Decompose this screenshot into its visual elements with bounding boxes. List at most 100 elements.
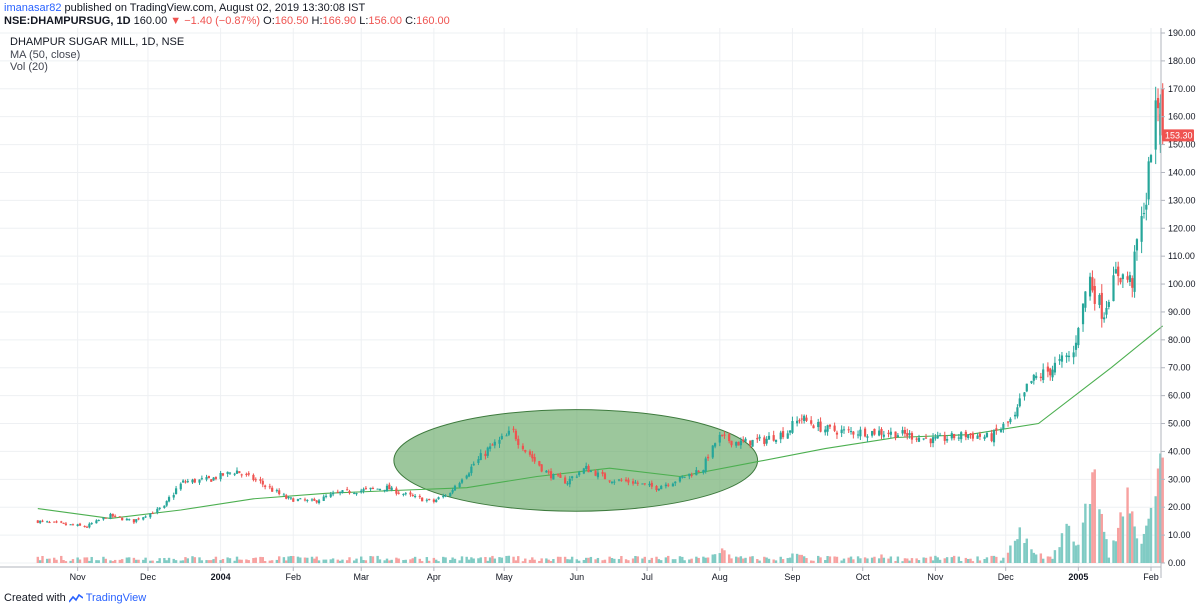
candle bbox=[1013, 411, 1017, 420]
time-tick-label: Feb bbox=[285, 572, 301, 582]
volume-bars bbox=[36, 453, 1164, 563]
candle bbox=[594, 469, 597, 477]
candle bbox=[786, 430, 789, 439]
candle bbox=[402, 493, 405, 497]
volume-bar bbox=[917, 560, 921, 563]
price-axis[interactable]: 0.00 10.00 20.00 30.00 40.00 50.00 60.00 70.00 8… bbox=[1161, 28, 1196, 568]
tradingview-logo-icon bbox=[68, 593, 84, 603]
candle bbox=[125, 517, 128, 521]
close-label: C: bbox=[405, 15, 417, 27]
candle bbox=[721, 434, 724, 437]
candlesticks bbox=[36, 83, 1164, 529]
volume-bar bbox=[528, 559, 532, 563]
candle bbox=[744, 437, 747, 442]
volume-bar bbox=[395, 557, 398, 563]
volume-bar bbox=[934, 555, 937, 563]
volume-bar bbox=[594, 559, 597, 563]
volume-bar bbox=[432, 557, 436, 563]
price-tick-label: 100.00 bbox=[1168, 279, 1196, 289]
candle bbox=[207, 475, 210, 479]
candle bbox=[83, 525, 86, 528]
candle bbox=[1074, 335, 1078, 357]
volume-bar bbox=[931, 560, 935, 563]
candle bbox=[296, 498, 300, 502]
author-link[interactable]: imanasar82 bbox=[4, 2, 62, 14]
volume-bar bbox=[479, 557, 482, 563]
candle bbox=[299, 497, 302, 500]
candle bbox=[36, 519, 39, 524]
volume-bar bbox=[1131, 511, 1134, 563]
candle bbox=[182, 479, 185, 483]
candle bbox=[967, 434, 970, 440]
candle bbox=[235, 467, 239, 475]
footer: Created with TradingView bbox=[4, 592, 146, 604]
volume-bar bbox=[1053, 550, 1057, 563]
volume-bar bbox=[570, 556, 574, 563]
volume-bar bbox=[936, 557, 939, 563]
candle bbox=[896, 433, 899, 438]
volume-bar bbox=[910, 558, 914, 563]
candle bbox=[132, 519, 135, 524]
candle bbox=[1077, 326, 1080, 349]
time-axis[interactable]: Nov Dec 2004 Feb Mar Apr May Jun Jul Aug Sep Oct Nov… bbox=[70, 567, 1159, 582]
volume-bar bbox=[261, 557, 264, 563]
candle bbox=[524, 449, 527, 454]
volume-bar bbox=[78, 559, 82, 563]
candle bbox=[278, 488, 281, 496]
volume-bar bbox=[1058, 547, 1061, 563]
volume-bar bbox=[636, 556, 639, 563]
candle bbox=[261, 478, 264, 488]
volume-bar bbox=[90, 556, 93, 563]
candle bbox=[1100, 284, 1103, 328]
candle bbox=[165, 500, 168, 507]
volume-bar bbox=[938, 559, 942, 563]
volume-bar bbox=[390, 559, 393, 563]
candle bbox=[547, 469, 550, 475]
candle bbox=[252, 473, 255, 482]
volume-bar bbox=[826, 556, 829, 563]
price-chart[interactable]: 0.00 10.00 20.00 30.00 40.00 50.00 60.00 70.00 8… bbox=[0, 28, 1200, 588]
time-tick-label: Jul bbox=[641, 572, 653, 582]
legend-volume[interactable]: Vol (20) bbox=[10, 61, 48, 73]
candle bbox=[111, 513, 114, 519]
volume-bar bbox=[901, 561, 904, 563]
candle bbox=[938, 432, 942, 436]
candle bbox=[812, 424, 815, 429]
volume-bar bbox=[369, 556, 372, 563]
volume-bar bbox=[458, 560, 461, 563]
volume-bar bbox=[467, 559, 471, 563]
candle bbox=[636, 480, 639, 486]
candle bbox=[200, 475, 203, 481]
volume-bar bbox=[887, 558, 890, 563]
volume-bar bbox=[1107, 557, 1111, 563]
candle bbox=[210, 478, 213, 482]
candle bbox=[1039, 372, 1042, 382]
candle bbox=[411, 493, 414, 497]
candle bbox=[739, 437, 742, 449]
volume-bar bbox=[664, 557, 668, 563]
candle bbox=[999, 427, 1003, 433]
highlight-ellipse[interactable] bbox=[393, 409, 759, 512]
candle bbox=[395, 486, 398, 496]
last-price: 160.00 bbox=[133, 15, 168, 27]
tradingview-brand-link[interactable]: TradingView bbox=[85, 592, 147, 604]
volume-bar bbox=[690, 558, 693, 563]
candle bbox=[275, 488, 278, 493]
candle bbox=[934, 434, 937, 441]
candle bbox=[1126, 271, 1129, 283]
candle bbox=[765, 436, 768, 446]
volume-bar bbox=[1065, 523, 1068, 563]
candle bbox=[491, 443, 494, 446]
candle bbox=[936, 431, 939, 439]
candle bbox=[88, 522, 91, 529]
candle bbox=[1006, 421, 1010, 427]
candle bbox=[660, 484, 663, 490]
volume-bar bbox=[720, 548, 724, 563]
legend-ma[interactable]: MA (50, close) bbox=[10, 48, 81, 61]
candle bbox=[810, 416, 813, 426]
volume-bar bbox=[1025, 538, 1028, 563]
volume-bar bbox=[603, 559, 607, 563]
volume-bar bbox=[751, 556, 754, 563]
candle bbox=[1035, 372, 1038, 380]
volume-bar bbox=[1006, 552, 1010, 563]
